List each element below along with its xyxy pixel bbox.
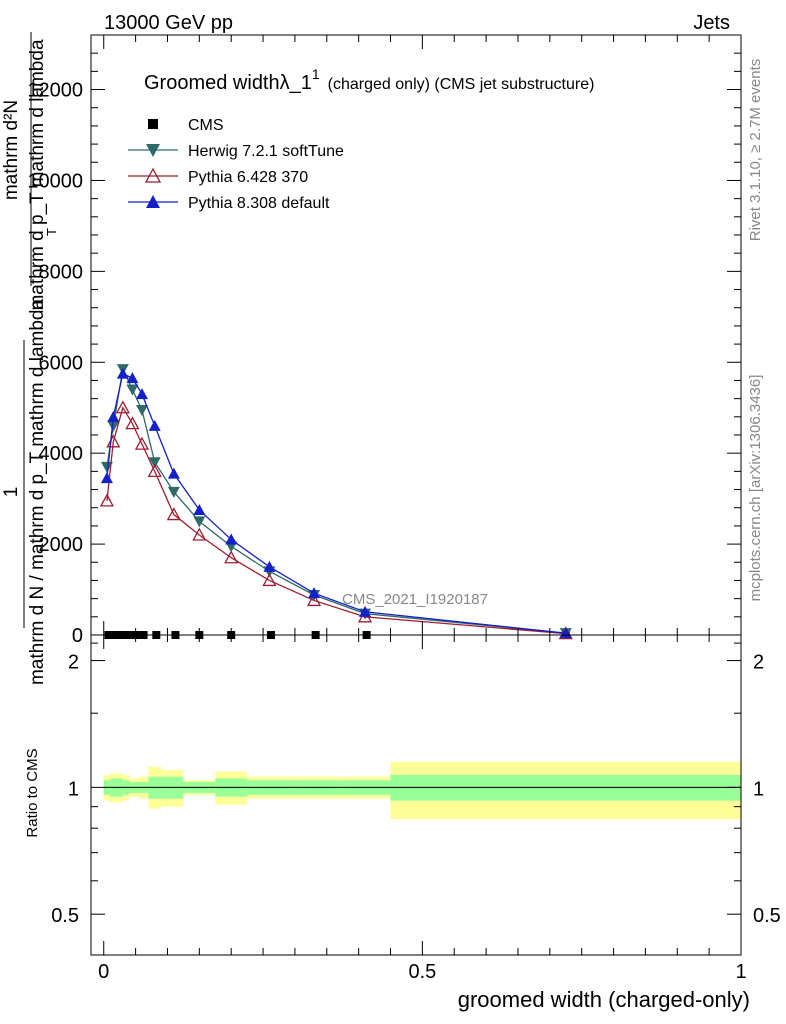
data-point <box>193 516 206 528</box>
header-analysis-label: Jets <box>693 12 730 34</box>
data-point <box>100 472 113 484</box>
mcplots-label: mcplots.cern.ch [arXiv:1306.3436] <box>747 375 764 602</box>
data-point <box>100 461 113 473</box>
data-point <box>115 400 130 414</box>
series-1 <box>100 364 572 640</box>
data-point <box>225 533 238 545</box>
y-tick-label: 8000 <box>39 261 84 283</box>
legend: CMS Herwig 7.2.1 softTune Pythia 6.428 370… <box>128 117 344 212</box>
series-line-2 <box>106 406 566 635</box>
ylabel-top-numerator: mathrm d²N <box>1 100 22 200</box>
data-point <box>167 467 180 479</box>
series-3 <box>100 367 572 639</box>
legend-label: CMS <box>188 117 224 134</box>
legend-label: Herwig 7.2.1 softTune <box>188 143 344 160</box>
legend-label: Pythia 6.428 370 <box>188 169 308 186</box>
data-point <box>359 605 372 617</box>
data-point <box>126 372 139 384</box>
data-point <box>135 405 148 416</box>
chart-title-subtitle: (charged only) (CMS jet substructure) <box>328 76 595 93</box>
x-tick-labels: 0 0.5 1 <box>98 961 746 983</box>
series-line-3 <box>106 372 566 634</box>
ratio-ylabel: Ratio to CMS <box>24 748 41 837</box>
series-line-1 <box>106 366 566 634</box>
ylabel-bottom-numerator: 1 <box>1 487 22 498</box>
analysis-watermark: CMS_2021_I1920187 <box>342 591 488 608</box>
data-point <box>147 464 162 478</box>
x-axis-label: groomed width (charged-only) <box>458 987 750 1012</box>
data-point <box>192 527 207 541</box>
ylabel-top-denominator: mathrm d p_T mathrm d lambda <box>27 39 48 310</box>
ylabel-top-denominator-subscript: T <box>44 228 59 236</box>
main-data-layer <box>99 364 573 640</box>
ylabel-bottom-denominator: mathrm d N / mathrm d p_T mathrm d lambd… <box>27 299 48 686</box>
data-point <box>262 573 277 587</box>
rivet-version-label: Rivet 3.1.10, ≥ 2.7M events <box>747 59 764 242</box>
legend-marker <box>148 119 158 129</box>
data-point <box>135 388 148 400</box>
x-tick-label: 0 <box>98 961 109 983</box>
data-point <box>224 550 239 564</box>
y-tick-label: 0 <box>72 625 83 647</box>
x-tick-label: 1 <box>735 961 746 983</box>
chart-title-main: Groomed widthλ_1 <box>144 72 312 94</box>
data-point <box>306 593 322 607</box>
data-point <box>126 384 139 396</box>
legend-marker <box>146 144 160 157</box>
data-point <box>107 420 120 432</box>
y-tick-label: 6000 <box>39 352 84 374</box>
main-y-tick-labels: 0 2000 4000 6000 8000 10000 12000 <box>27 80 83 647</box>
y-tick-label: 2000 <box>39 534 84 556</box>
y-tick-label: 4000 <box>39 443 84 465</box>
ratio-tick-label-left: 1 <box>68 778 79 800</box>
header-process-label: 13000 GeV pp <box>104 12 233 34</box>
data-point <box>167 486 180 498</box>
chart-title: Groomed widthλ_11 (charged only) (CMS jet… <box>144 66 594 94</box>
data-point <box>116 367 129 379</box>
legend-label: Pythia 8.308 default <box>188 195 330 212</box>
legend-marker <box>146 195 160 208</box>
legend-marker <box>144 167 162 183</box>
main-plot: 0 2000 4000 6000 8000 10000 12000 CMS_2021_I19… <box>1 32 742 686</box>
data-point <box>148 457 161 469</box>
ratio-tick-label-right: 1 <box>753 778 764 800</box>
ratio-tick-label-right: 0.5 <box>753 905 781 927</box>
data-point <box>193 504 206 515</box>
chart-title-superscript: 1 <box>312 66 320 82</box>
ratio-axis-ticks <box>91 635 742 955</box>
ratio-tick-label-left: 2 <box>68 652 79 674</box>
y-tick-label: 10000 <box>27 170 83 192</box>
data-point <box>99 493 115 507</box>
data-point <box>263 560 276 572</box>
x-tick-label: 0.5 <box>408 961 436 983</box>
data-point <box>148 419 161 431</box>
data-point <box>166 507 181 521</box>
y-tick-label: 12000 <box>27 80 83 102</box>
data-point <box>125 416 140 430</box>
data-point <box>308 587 321 599</box>
data-point <box>107 410 120 422</box>
ratio-uncertainty-bands <box>103 761 741 820</box>
data-point <box>134 436 150 450</box>
ratio-tick-label-right: 2 <box>753 652 764 674</box>
ratio-plot: 0.5 0.51 12 2 Ratio to CMS 0 0.5 1 groomed wi… <box>24 634 781 1012</box>
ratio-tick-label-left: 0.5 <box>51 905 79 927</box>
ratio-tick-labels: 0.5 0.5 1 1 2 2 <box>51 652 781 928</box>
ratio-plot-frame <box>90 634 742 956</box>
